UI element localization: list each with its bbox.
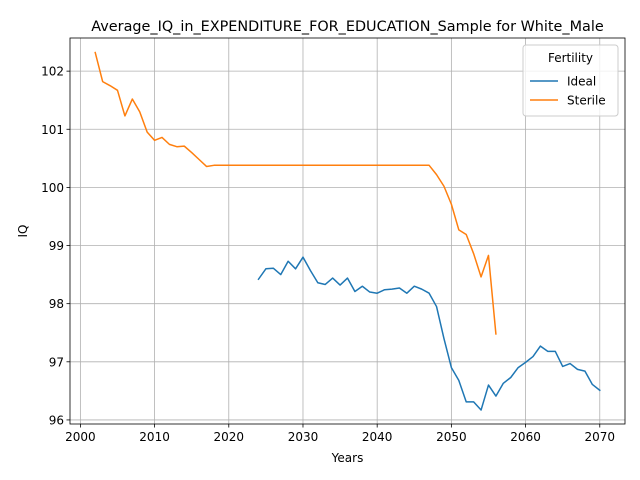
chart-title: Average_IQ_in_EXPENDITURE_FOR_EDUCATION_…	[91, 19, 604, 35]
x-tick-label: 2030	[288, 430, 319, 444]
x-axis-label: Years	[331, 451, 364, 465]
x-tick-label: 2000	[65, 430, 96, 444]
series-line-ideal	[257, 256, 601, 411]
x-tick-label: 2060	[510, 430, 541, 444]
legend-title: Fertility	[548, 51, 593, 65]
y-tick-label: 96	[49, 413, 64, 427]
x-tick-label: 2040	[362, 430, 393, 444]
legend-box	[522, 44, 619, 117]
x-tick-label: 2050	[436, 430, 467, 444]
x-axis-ticks: 2000 2010 2020 2030 2040 2050 2060 2070	[65, 424, 615, 444]
x-tick-label: 2020	[214, 430, 245, 444]
legend: Fertility Ideal Sterile	[522, 44, 619, 117]
y-tick-label: 97	[49, 355, 64, 369]
y-tick-label: 98	[49, 297, 64, 311]
y-axis-label: IQ	[16, 225, 30, 238]
y-axis-ticks: 96 97 98 99 100 101 102	[41, 65, 70, 427]
y-tick-label: 100	[41, 181, 64, 195]
plot-frame	[69, 37, 626, 425]
x-tick-label: 2070	[584, 430, 615, 444]
series-line-sterile	[94, 51, 497, 335]
legend-label-ideal: Ideal	[567, 75, 596, 89]
legend-label-sterile: Sterile	[567, 94, 606, 108]
y-tick-label: 101	[41, 123, 64, 137]
series-layer	[94, 51, 601, 411]
y-tick-label: 99	[49, 239, 64, 253]
y-tick-label: 102	[41, 65, 64, 79]
x-tick-label: 2010	[139, 430, 170, 444]
